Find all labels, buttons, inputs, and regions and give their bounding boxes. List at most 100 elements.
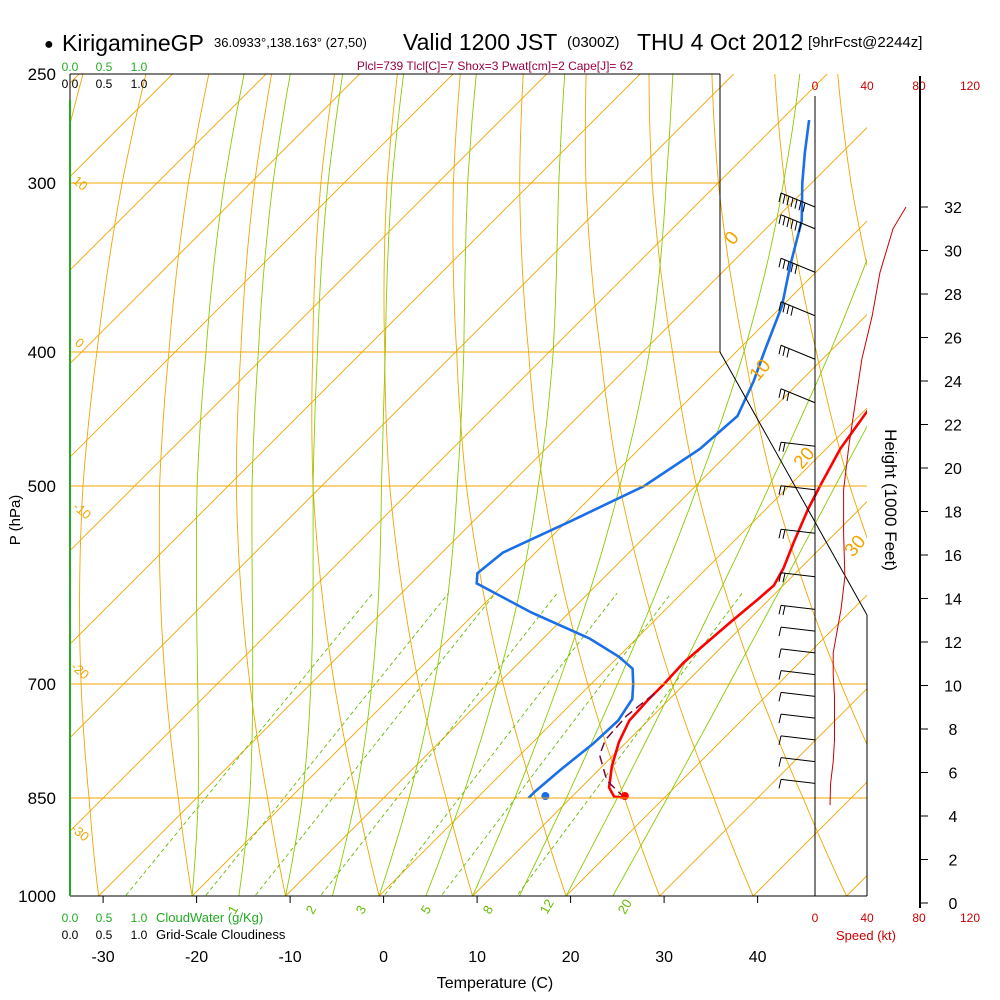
x-tick-label: 10 <box>468 949 486 966</box>
wind-barb-flag <box>794 199 798 209</box>
wind-barb <box>780 572 816 578</box>
mixing-ratio-label: 3 <box>353 903 370 917</box>
isotherm-label: 10 <box>746 356 776 386</box>
wind-barb-flag <box>778 485 782 495</box>
height-tick-label: 16 <box>944 548 962 565</box>
cloud-water-scale-label: 0.5 <box>96 60 113 74</box>
dry-adiabat-line <box>648 74 848 896</box>
cloudiness-scale-label: 0.5 <box>96 77 113 91</box>
height-tick-label: 24 <box>944 374 962 391</box>
wind-barb-flag <box>790 219 794 229</box>
wind-barb <box>780 691 816 697</box>
plot-diagonal-edge <box>719 351 868 616</box>
wind-barb <box>780 528 816 534</box>
wind-barb <box>780 485 816 491</box>
mixing-ratio-line <box>204 593 449 896</box>
header-dot: ● <box>44 36 54 53</box>
wind-barb <box>780 626 816 632</box>
isotherm-line <box>565 594 867 896</box>
pressure-tick-label: 500 <box>28 477 56 496</box>
wind-barb-flag <box>778 214 782 224</box>
wind-barb <box>780 713 816 719</box>
temperature-line <box>607 409 867 800</box>
right-axis-title: Height (1000 Feet) <box>881 429 900 571</box>
height-tick-label: 4 <box>949 809 958 826</box>
chart-header: ● KirigamineGP 36.0933°,138.163° (27,50)… <box>44 29 922 73</box>
isotherm-line <box>70 74 548 552</box>
moist-adiabat-line <box>331 74 405 896</box>
isotherm-left-label: -30 <box>68 821 92 845</box>
header-forecast: [9hrFcst@2244z] <box>808 34 922 51</box>
isotherm-left-label: -20 <box>68 659 92 683</box>
wind-barb-flag <box>778 627 782 637</box>
wind-barb <box>780 214 816 230</box>
mixing-ratio-line <box>440 593 672 896</box>
isotherm-label: 0 <box>721 228 744 250</box>
wind-barb-flag <box>786 217 790 228</box>
height-tick-label: 8 <box>949 722 958 739</box>
wind-barb-flag <box>778 779 782 789</box>
wind-barb <box>780 735 816 741</box>
height-tick-label: 0 <box>949 896 958 913</box>
isotherm-line <box>471 500 867 896</box>
wind-barb <box>780 757 816 763</box>
wind-barb-flag <box>778 192 782 203</box>
pressure-tick-label: 850 <box>28 789 56 808</box>
mixing-ratio-line <box>516 593 743 896</box>
wind-barb-flag <box>790 306 794 316</box>
moist-adiabat-line <box>472 74 674 896</box>
x-tick-label: 20 <box>562 949 580 966</box>
dry-adiabat-line <box>584 74 754 896</box>
pressure-tick-label: 1000 <box>18 887 56 906</box>
dry-adiabat-line <box>774 74 867 539</box>
parcel-line <box>598 693 655 799</box>
pressure-tick-label: 300 <box>28 174 56 193</box>
height-tick-label: 28 <box>944 287 962 304</box>
dry-adiabat-line <box>235 74 287 896</box>
mixing-ratio-line <box>254 593 496 896</box>
x-tick-label: -20 <box>185 949 208 966</box>
dewpoint-line <box>475 119 811 799</box>
dry-adiabat-line <box>837 74 867 268</box>
wind-barb-flag <box>786 391 790 402</box>
mixing-ratio-line <box>319 593 558 896</box>
isotherm-line <box>752 781 867 896</box>
wind-barb <box>780 670 816 676</box>
dry-adiabat-line <box>894 54 1000 928</box>
wind-barb-flag <box>798 201 802 211</box>
x-tick-label: 40 <box>749 949 767 966</box>
cloudiness-scale-label: 0.0 <box>62 77 79 91</box>
wind-barb-flag <box>778 529 782 539</box>
wind-barb-flag <box>778 692 782 702</box>
isotherm-line <box>658 687 867 896</box>
isotherm-line <box>70 74 454 458</box>
wind-barb-flag <box>786 261 790 271</box>
wind-barb-flag <box>782 573 786 583</box>
mixing-ratio-label: 8 <box>480 903 497 917</box>
wind-barb <box>780 778 816 784</box>
moist-adiabat-line <box>612 425 867 896</box>
x-axis-title: Temperature (C) <box>437 975 553 992</box>
moist-adiabat-line <box>238 74 291 896</box>
wind-barb <box>780 257 816 273</box>
wind-barb-flag <box>782 216 786 226</box>
cloud-water-scale-label: 0.0 <box>62 911 79 925</box>
temperature-surface-marker <box>620 792 629 800</box>
wind-barb <box>780 441 816 447</box>
header-site: KirigamineGP <box>62 30 204 56</box>
moist-adiabat-line <box>518 74 801 896</box>
wind-speed-profile <box>829 206 907 806</box>
dry-adiabat-line <box>383 74 474 896</box>
isotherm-line <box>284 313 867 896</box>
indices-line: Plcl=739 Tlcl[C]=7 Shox=3 Pwat[cm]=2 Cap… <box>357 59 634 73</box>
cloudiness-scale-label: 0.0 <box>62 928 79 942</box>
wind-barb-flag <box>782 303 786 313</box>
speed-tick-label: 0 <box>812 79 819 93</box>
cloudiness-scale-label: 1.0 <box>131 77 148 91</box>
dry-adiabat-line <box>79 74 147 896</box>
isotherm-left-label: 10 <box>70 173 91 194</box>
dry-adiabat-line <box>158 74 210 896</box>
dewpoint-surface-marker <box>541 792 550 800</box>
speed-tick-label: 120 <box>960 79 980 93</box>
mixing-ratio-label: 5 <box>418 903 435 917</box>
